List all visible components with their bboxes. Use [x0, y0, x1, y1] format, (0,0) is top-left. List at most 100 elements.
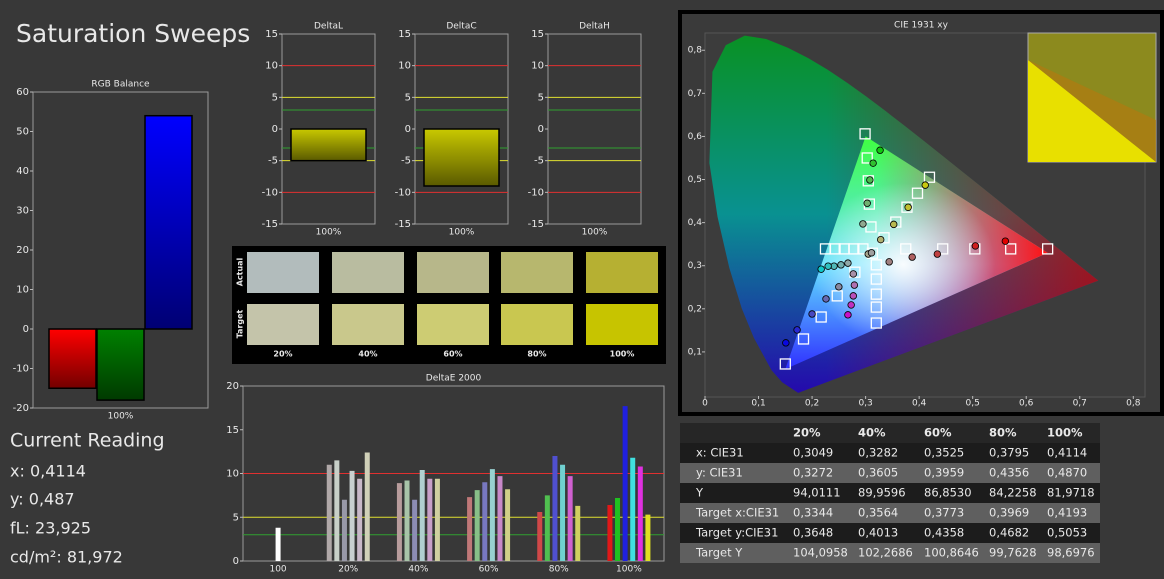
x-tick-label: 40% [408, 565, 428, 575]
bar [357, 478, 363, 561]
y-tick-label: 5 [538, 92, 544, 103]
bar-shade [49, 329, 96, 389]
table-cell: 0,4114 [1047, 446, 1087, 460]
y-tick-label: -15 [395, 219, 411, 230]
y-tick-label: -10 [262, 187, 278, 198]
swatch-row-label: Target [236, 309, 245, 338]
swatch [501, 304, 573, 345]
actual-marker [822, 295, 830, 303]
target-marker [1041, 243, 1054, 255]
bar [505, 489, 511, 561]
actual-marker [885, 258, 893, 266]
chart-title: RGB Balance [91, 80, 150, 90]
y-tick-label: -15 [262, 219, 278, 230]
y-tick-label: -10 [13, 364, 29, 375]
bar [607, 505, 613, 561]
bar [419, 470, 425, 561]
table-cell: 0,4358 [924, 526, 964, 540]
bar [645, 514, 651, 561]
reading-title: Current Reading [10, 430, 165, 452]
y-tick-label: 5 [272, 92, 278, 103]
target-marker [870, 301, 882, 313]
swatch [417, 304, 489, 345]
target-marker [838, 243, 850, 255]
bar-shade [424, 129, 499, 186]
target-marker [870, 259, 882, 271]
table-cell: 0,3773 [924, 506, 964, 520]
chart-title: DeltaL [314, 22, 343, 32]
table-cell: 0,3648 [793, 526, 833, 540]
bar [467, 497, 473, 561]
table-cell: 0,3969 [989, 506, 1029, 520]
target-marker [797, 333, 810, 345]
actual-marker [793, 326, 801, 334]
actual-marker [877, 235, 885, 244]
table-cell: 0,3959 [924, 466, 964, 480]
y-tick-label: 0 [538, 124, 544, 135]
actual-marker [782, 339, 790, 347]
bar [427, 478, 433, 561]
bar [341, 499, 347, 561]
y-tick-label: 0 [233, 556, 239, 567]
target-marker [865, 221, 877, 233]
swatch-column-label: 100% [610, 350, 635, 359]
table-cell: 104,0958 [793, 546, 848, 560]
bar [364, 452, 370, 561]
target-marker [901, 201, 913, 213]
x-tick-label: 60% [479, 565, 499, 575]
table-header: 60% [924, 426, 952, 440]
actual-marker [849, 292, 857, 300]
x-tick-label: 100% [616, 565, 642, 575]
table-row-bg [680, 503, 1100, 523]
y-tick-label: 20 [16, 245, 29, 256]
y-tick-label: 0,7 [688, 89, 702, 99]
x-tick-label: 0,8 [1126, 399, 1141, 409]
target-marker [861, 152, 873, 164]
y-tick-label: 20 [226, 381, 239, 392]
table-cell: 0,3564 [858, 506, 898, 520]
actual-marker [933, 250, 942, 258]
y-tick-label: 10 [16, 285, 29, 296]
table-row-bg [680, 483, 1100, 503]
y-tick-label: 0 [23, 324, 29, 335]
reading-line: cd/m²: 81,972 [10, 548, 123, 567]
y-tick-label: 0,4 [688, 218, 703, 228]
y-tick-label: 5 [405, 92, 411, 103]
x-tick-label: 100% [449, 228, 475, 238]
actual-marker [890, 220, 898, 229]
x-tick-label: 0,7 [1073, 399, 1087, 409]
x-tick-label: 100% [582, 228, 608, 238]
table-cell: 102,2686 [858, 546, 913, 560]
table-row-label: x: CIE31 [696, 446, 744, 460]
bar [575, 505, 581, 561]
chart-title: CIE 1931 xy [894, 21, 949, 31]
swatch-column-label: 60% [443, 350, 462, 359]
bar [396, 483, 402, 561]
table-cell: 0,3605 [858, 466, 898, 480]
swatch [332, 252, 404, 293]
y-tick-label: 10 [398, 61, 411, 72]
bar [497, 476, 503, 561]
actual-marker [908, 253, 916, 261]
table-cell: 89,9596 [858, 486, 906, 500]
table-cell: 98,6976 [1047, 546, 1095, 560]
y-tick-label: 0,1 [688, 347, 702, 357]
table-row-bg [680, 543, 1100, 563]
table-header: 20% [793, 426, 821, 440]
chart-title: DeltaE 2000 [426, 374, 482, 384]
actual-marker [921, 181, 929, 189]
y-tick-label: 0,5 [688, 175, 702, 185]
bar [412, 499, 418, 561]
actual-marker [850, 281, 859, 289]
y-tick-label: 50 [16, 127, 29, 138]
actual-marker [808, 310, 816, 318]
bar [275, 527, 281, 561]
x-tick-label: 0,6 [1019, 399, 1034, 409]
table-cell: 99,7628 [989, 546, 1037, 560]
table-cell: 0,3795 [989, 446, 1029, 460]
target-marker [911, 187, 924, 199]
swatch-column-label: 40% [358, 350, 377, 359]
page-title: Saturation Sweeps [16, 19, 250, 48]
actual-marker [847, 301, 855, 309]
swatch [247, 304, 319, 345]
